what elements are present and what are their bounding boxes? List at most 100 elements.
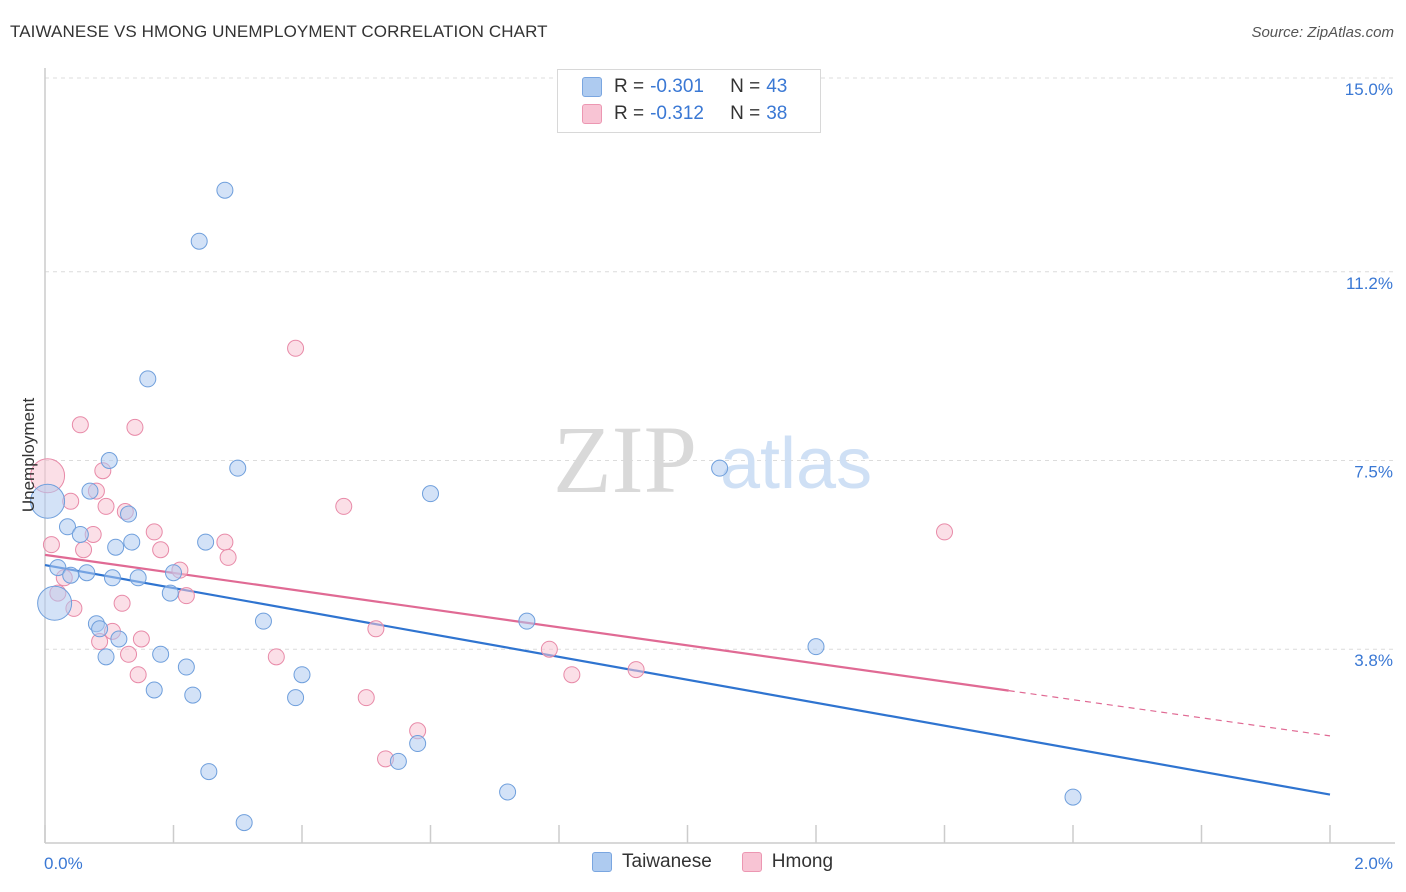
legend-swatch-hmong: [582, 104, 602, 124]
data-point-taiwanese: [409, 735, 427, 753]
data-point-hmong: [152, 541, 170, 559]
data-point-taiwanese: [389, 752, 407, 770]
data-point-taiwanese: [152, 645, 170, 663]
data-point-hmong: [71, 416, 89, 434]
chart-title: TAIWANESE VS HMONG UNEMPLOYMENT CORRELAT…: [10, 22, 548, 41]
data-point-hmong: [540, 640, 558, 658]
axis-labels: 3.8% 7.5% 11.2% 15.0% 0.0% 2.0%: [44, 80, 1393, 873]
trend-line-taiwanese: [44, 563, 1331, 796]
data-point-taiwanese: [190, 232, 208, 250]
legend-n-value: 43: [766, 76, 788, 97]
legend-swatch-taiwanese: [592, 852, 612, 872]
data-point-taiwanese: [293, 666, 311, 684]
data-point-hmong: [113, 594, 131, 612]
source-label: Source: ZipAtlas.com: [1251, 24, 1394, 41]
legend-n-label: N =: [730, 103, 761, 124]
data-point-taiwanese: [184, 686, 202, 704]
data-point-hmong: [120, 645, 138, 663]
data-point-taiwanese: [129, 569, 147, 587]
data-point-taiwanese: [30, 483, 66, 519]
data-points: [30, 181, 1082, 832]
data-point-hmong: [216, 533, 234, 551]
data-point-hmong: [129, 666, 147, 684]
data-point-taiwanese: [71, 525, 89, 543]
data-point-taiwanese: [81, 482, 99, 500]
data-point-hmong: [145, 523, 163, 541]
data-point-hmong: [132, 630, 150, 648]
data-point-taiwanese: [120, 505, 138, 523]
legend-row-taiwanese: R = -0.301 N = 43: [582, 74, 787, 100]
watermark-zip: ZIP: [553, 406, 697, 513]
data-point-taiwanese: [422, 485, 439, 503]
correlation-legend: R = -0.301 N = 43 R = -0.312 N = 38: [557, 69, 821, 133]
data-point-taiwanese: [78, 564, 96, 582]
data-point-taiwanese: [62, 566, 80, 584]
data-point-taiwanese: [123, 533, 141, 551]
data-point-hmong: [357, 689, 375, 707]
data-point-hmong: [75, 541, 93, 559]
data-point-taiwanese: [177, 658, 195, 676]
data-point-taiwanese: [499, 783, 517, 801]
y-axis-title: Unemployment: [19, 398, 38, 513]
legend-item-taiwanese[interactable]: Taiwanese: [592, 851, 712, 873]
data-point-taiwanese: [37, 585, 73, 621]
data-point-taiwanese: [110, 630, 128, 648]
data-point-taiwanese: [103, 569, 121, 587]
data-point-taiwanese: [58, 518, 76, 536]
legend-r-value: -0.312: [650, 103, 704, 124]
legend-label-taiwanese: Taiwanese: [622, 851, 712, 872]
data-point-hmong: [62, 492, 80, 510]
data-point-taiwanese: [49, 559, 67, 577]
legend-label-hmong: Hmong: [771, 851, 834, 872]
x-tick-label: 2.0%: [1354, 854, 1393, 873]
data-point-taiwanese: [97, 648, 115, 666]
legend-item-hmong[interactable]: Hmong: [741, 851, 834, 873]
data-point-taiwanese: [229, 459, 247, 477]
legend-r-value: -0.301: [650, 76, 704, 97]
data-point-taiwanese: [518, 612, 536, 630]
data-point-hmong: [367, 620, 385, 638]
x-tick-label: 0.0%: [44, 854, 83, 873]
data-point-taiwanese: [711, 459, 729, 477]
data-point-taiwanese: [254, 612, 272, 630]
legend-r-label: R =: [614, 76, 645, 97]
trend-lines: [44, 553, 1331, 796]
trend-line-dashed-hmong: [1008, 690, 1331, 737]
data-point-hmong: [267, 648, 285, 666]
y-tick-label: 7.5%: [1354, 463, 1393, 482]
data-point-taiwanese: [1064, 788, 1082, 806]
grid-lines: [45, 77, 1395, 650]
y-tick-label: 3.8%: [1354, 651, 1393, 670]
data-point-taiwanese: [145, 681, 163, 699]
watermark-atlas: atlas: [720, 424, 872, 504]
legend-n-label: N =: [730, 76, 761, 97]
legend-r-label: R =: [614, 103, 645, 124]
data-point-taiwanese: [216, 181, 234, 199]
data-point-hmong: [97, 497, 115, 515]
data-point-taiwanese: [100, 452, 118, 469]
data-point-taiwanese: [235, 814, 253, 832]
data-point-hmong: [936, 523, 953, 541]
data-point-hmong: [287, 339, 305, 357]
data-point-taiwanese: [161, 584, 179, 602]
data-point-taiwanese: [200, 763, 218, 781]
data-point-hmong: [219, 548, 237, 566]
data-point-taiwanese: [287, 689, 305, 707]
watermark: ZIP atlas: [553, 406, 872, 513]
legend-n-value: 38: [766, 103, 788, 124]
data-point-hmong: [627, 661, 645, 679]
series-legend: Taiwanese Hmong: [592, 851, 863, 873]
data-point-taiwanese: [107, 538, 125, 556]
data-point-taiwanese: [197, 533, 215, 551]
legend-swatch-hmong: [741, 852, 762, 872]
data-point-hmong: [335, 497, 353, 515]
legend-row-hmong: R = -0.312 N = 38: [582, 101, 787, 127]
data-point-taiwanese: [165, 564, 182, 582]
data-point-hmong: [177, 587, 195, 605]
y-tick-label: 15.0%: [1345, 80, 1393, 99]
data-point-hmong: [563, 666, 581, 684]
y-tick-label: 11.2%: [1346, 274, 1393, 293]
data-point-hmong: [126, 418, 144, 436]
data-point-taiwanese: [807, 638, 825, 656]
